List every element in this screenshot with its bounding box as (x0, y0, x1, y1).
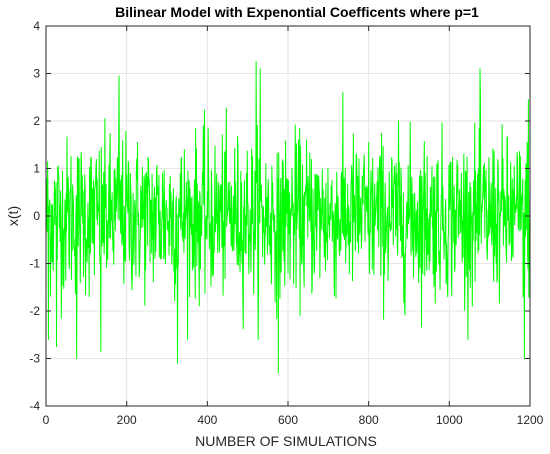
y-tick-label-0: -4 (29, 399, 40, 413)
x-axis-ticks: 0 200 400 600 800 1000 1200 (43, 26, 544, 427)
y-tick-label-4: 0 (33, 209, 40, 223)
y-tick-label-1: -3 (29, 352, 40, 366)
y-tick-label-7: 3 (33, 67, 40, 81)
y-tick-label-5: 1 (33, 162, 40, 176)
chart-title: Bilinear Model with Expenontial Coeffice… (115, 4, 479, 20)
x-tick-label-4: 800 (359, 413, 379, 427)
y-axis-ticks: -4 -3 -2 -1 0 1 2 3 4 (29, 19, 530, 413)
series-line-group (45, 61, 531, 374)
y-tick-label-6: 2 (33, 114, 40, 128)
x-axis-label: NUMBER OF SIMULATIONS (195, 433, 377, 449)
y-tick-label-2: -2 (29, 304, 40, 318)
x-tick-label-3: 600 (278, 413, 298, 427)
y-tick-label-3: -1 (29, 257, 40, 271)
y-axis-label: x(t) (5, 206, 21, 226)
x-tick-label-6: 1200 (517, 413, 544, 427)
x-tick-label-1: 200 (117, 413, 137, 427)
x-tick-label-5: 1000 (436, 413, 463, 427)
series-line (45, 61, 531, 374)
y-tick-label-8: 4 (33, 19, 40, 33)
x-tick-label-2: 400 (197, 413, 217, 427)
x-tick-label-0: 0 (43, 413, 50, 427)
